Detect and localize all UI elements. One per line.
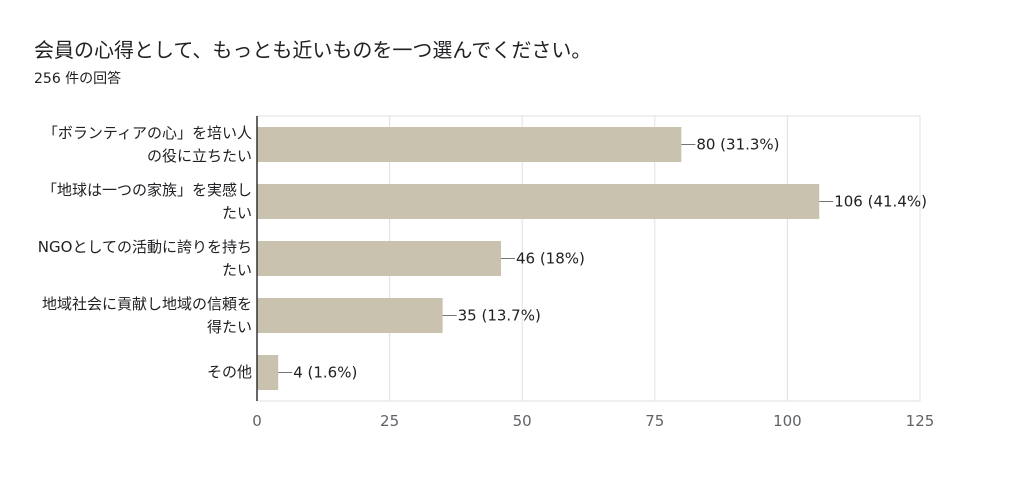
category-label-line: 「ボランティアの心」を培い人 bbox=[42, 123, 252, 142]
category-label: その他 bbox=[12, 361, 252, 384]
category-label: 「ボランティアの心」を培い人の役に立ちたい bbox=[12, 122, 252, 168]
category-label: NGOとしての活動に誇りを持ちたい bbox=[12, 236, 252, 282]
category-label: 「地球は一つの家族」を実感したい bbox=[12, 179, 252, 225]
x-tick-label: 25 bbox=[380, 412, 399, 430]
category-label-line: 得たい bbox=[206, 317, 252, 336]
category-label-line: たい bbox=[221, 203, 252, 222]
x-tick-label: 75 bbox=[645, 412, 664, 430]
bar bbox=[257, 355, 279, 390]
data-label: 106 (41.4%) bbox=[834, 193, 927, 211]
category-label-line: NGOとしての活動に誇りを持ち bbox=[37, 237, 252, 256]
response-count: 256 件の回答 bbox=[34, 71, 122, 87]
x-tick-label: 50 bbox=[513, 412, 532, 430]
bar bbox=[257, 127, 682, 162]
chart-title: 会員の心得として、もっとも近いものを一つ選んでください。 bbox=[34, 38, 592, 62]
bar bbox=[257, 184, 820, 219]
category-label-line: の役に立ちたい bbox=[146, 146, 252, 165]
category-label: 地域社会に貢献し地域の信頼を得たい bbox=[12, 293, 252, 339]
data-label: 4 (1.6%) bbox=[293, 364, 357, 382]
data-label: 46 (18%) bbox=[516, 250, 585, 268]
data-label: 35 (13.7%) bbox=[458, 307, 541, 325]
x-tick-label: 0 bbox=[252, 412, 262, 430]
category-label-line: たい bbox=[221, 260, 252, 279]
category-label-line: その他 bbox=[206, 363, 252, 381]
x-tick-label: 125 bbox=[906, 412, 935, 430]
bar bbox=[257, 298, 443, 333]
bar bbox=[257, 241, 501, 276]
x-tick-label: 100 bbox=[773, 412, 802, 430]
category-label-line: 「地球は一つの家族」を実感し bbox=[41, 180, 252, 199]
category-label-line: 地域社会に貢献し地域の信頼を bbox=[41, 294, 252, 313]
data-label: 80 (31.3%) bbox=[696, 136, 779, 154]
